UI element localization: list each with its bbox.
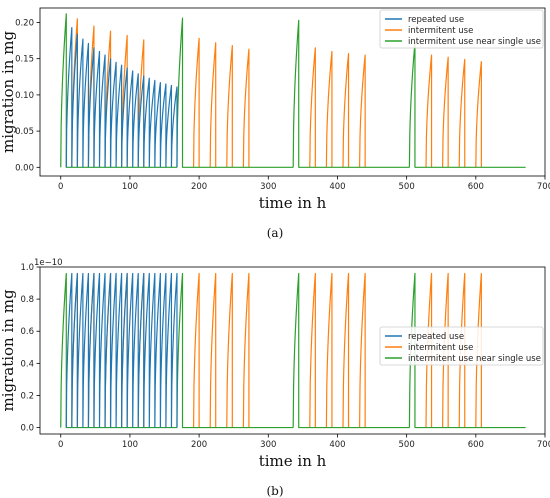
- y-tick-label: 0.2: [20, 391, 34, 401]
- panel-label-a: (a): [266, 226, 284, 240]
- plot-area-1: [60, 272, 526, 429]
- y-tick-label: 0.6: [20, 327, 34, 337]
- y-tick-label: 0.15: [15, 55, 34, 65]
- x-tick-label: 500: [399, 440, 415, 450]
- y-tick-label: 0.10: [15, 91, 34, 101]
- x-tick-label: 700: [537, 182, 550, 192]
- y-tick-label: 0.00: [15, 163, 34, 173]
- chart-panel-b: 0 100 200 300 400 500 600 700 0.0 0.2 0.4 0.6 0.8 1.0…: [0, 256, 550, 484]
- x-axis-label: time in h: [259, 452, 327, 470]
- y-tick-label: 1.0: [20, 263, 34, 273]
- chart-b-svg: 0 100 200 300 400 500 600 700 0.0 0.2 0.4 0.6 0.8 1.0…: [0, 258, 550, 470]
- series-line-near-single-use: [60, 13, 526, 168]
- x-tick-label: 700: [537, 440, 550, 450]
- x-tick-label: 300: [260, 182, 276, 192]
- x-tick-label: 400: [329, 440, 345, 450]
- panel-label-b: (b): [266, 484, 284, 498]
- series-line-near-single-use: [60, 272, 526, 429]
- x-axis-label: time in h: [259, 194, 327, 212]
- legend-box: [379, 9, 544, 49]
- x-tick-label: 500: [399, 182, 415, 192]
- chart-panel-a: 0 100 200 300 400 500 600 700 0.00 0.05 0.10 0.15 0.…: [0, 0, 550, 230]
- plot-frame-1: [39, 266, 546, 435]
- x-tick-label: 200: [191, 440, 207, 450]
- x-tick-label: 100: [122, 182, 138, 192]
- x-tick-label: 100: [122, 440, 138, 450]
- legend-label: repeated use: [408, 332, 464, 342]
- y-axis-label: migration in mg: [0, 289, 17, 411]
- series-line-repeated-use: [65, 26, 178, 168]
- plot-frame-0: [39, 7, 546, 177]
- legend-box: [379, 326, 544, 366]
- x-tick-label: 0: [58, 182, 63, 192]
- y-tick-label: 0.0: [20, 424, 34, 434]
- y-axis-label: migration in mg: [0, 31, 17, 153]
- y-offset-text: 1e−10: [34, 258, 63, 268]
- x-tick-label: 600: [468, 440, 484, 450]
- x-tick-label: 400: [329, 182, 345, 192]
- y-tick-label: 0.4: [20, 359, 34, 369]
- series-line-repeated-use: [65, 272, 178, 428]
- legend-label: intermitent use: [408, 26, 473, 36]
- y-tick-label: 0.05: [15, 127, 34, 137]
- chart-a-svg: 0 100 200 300 400 500 600 700 0.00 0.05 0.10 0.15 0.…: [0, 7, 550, 212]
- x-tick-label: 200: [191, 182, 207, 192]
- legend-label: repeated use: [408, 15, 464, 25]
- x-tick-label: 600: [468, 182, 484, 192]
- legend-label: intermitent use: [408, 343, 473, 353]
- legend-label: intermitent use near single use: [408, 354, 541, 364]
- x-tick-label: 300: [260, 440, 276, 450]
- legend-label: intermitent use near single use: [408, 37, 541, 47]
- plot-area-0: [60, 13, 526, 168]
- y-tick-label: 0.8: [20, 295, 34, 305]
- series-line-intermitent-use: [71, 18, 482, 168]
- x-tick-label: 0: [58, 440, 63, 450]
- y-tick-label: 0.20: [15, 18, 34, 28]
